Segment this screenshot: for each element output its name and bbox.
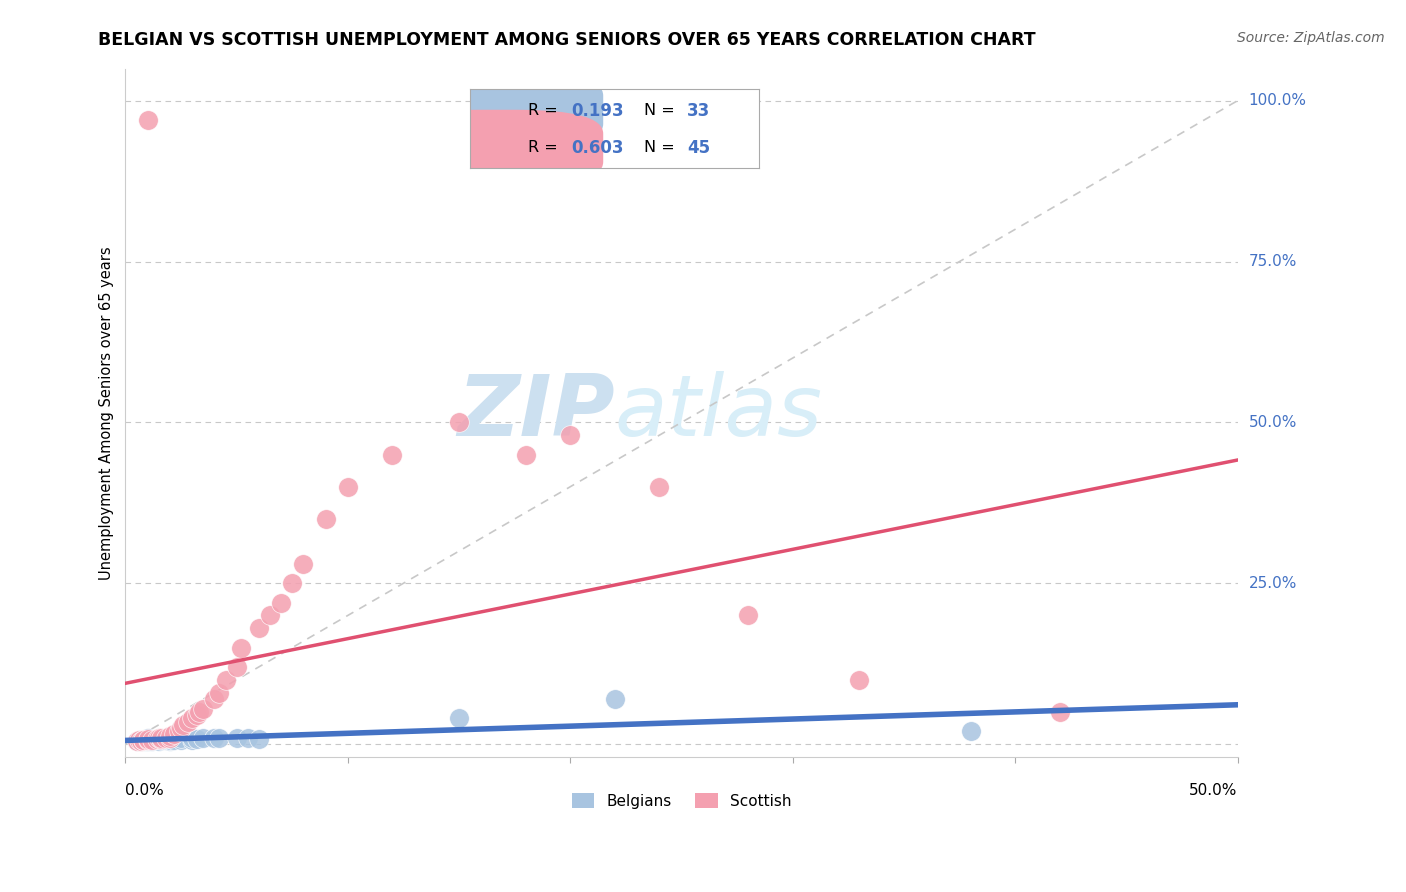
Point — [134, 734, 156, 748]
Point — [270, 595, 292, 609]
Point — [125, 734, 148, 748]
Text: ZIP: ZIP — [457, 371, 614, 454]
Point — [150, 731, 173, 746]
Point — [163, 733, 186, 747]
Point — [181, 711, 204, 725]
Point — [159, 732, 181, 747]
Point — [170, 721, 193, 735]
Point — [155, 731, 177, 746]
Point — [132, 732, 155, 747]
Point — [141, 734, 163, 748]
Point — [159, 731, 181, 745]
Text: 0.0%: 0.0% — [125, 782, 165, 797]
Point — [204, 731, 226, 746]
Point — [560, 428, 582, 442]
Point — [247, 731, 270, 746]
Point — [214, 673, 236, 687]
Point — [136, 732, 159, 747]
Point — [204, 692, 226, 706]
Point — [208, 731, 231, 745]
Text: Source: ZipAtlas.com: Source: ZipAtlas.com — [1237, 31, 1385, 45]
Point — [170, 732, 193, 747]
Point — [247, 621, 270, 635]
Point — [136, 733, 159, 747]
Point — [167, 724, 190, 739]
Point — [187, 705, 209, 719]
Point — [236, 731, 259, 746]
Point — [381, 448, 404, 462]
Point — [128, 733, 150, 747]
Point — [159, 733, 181, 747]
Point — [148, 731, 170, 746]
Point — [136, 731, 159, 746]
Point — [129, 734, 152, 748]
Point — [148, 734, 170, 748]
Point — [132, 733, 155, 747]
Text: 50.0%: 50.0% — [1189, 782, 1237, 797]
Point — [336, 480, 359, 494]
Point — [186, 731, 208, 746]
Y-axis label: Unemployment Among Seniors over 65 years: Unemployment Among Seniors over 65 years — [100, 246, 114, 580]
Point — [229, 640, 252, 655]
Point — [193, 702, 215, 716]
Point — [132, 733, 155, 747]
Point — [225, 660, 247, 674]
Point — [150, 733, 173, 747]
Point — [449, 416, 471, 430]
Point — [172, 718, 194, 732]
Point — [159, 731, 181, 746]
Point — [449, 711, 471, 725]
Point — [737, 608, 759, 623]
Text: 75.0%: 75.0% — [1249, 254, 1296, 269]
Point — [181, 732, 204, 747]
Text: 25.0%: 25.0% — [1249, 575, 1296, 591]
Point — [292, 557, 315, 571]
Point — [225, 731, 247, 745]
Point — [136, 734, 159, 748]
Point — [181, 731, 204, 746]
Point — [145, 731, 167, 746]
Point — [259, 608, 281, 623]
Point — [603, 692, 626, 706]
Point — [159, 730, 181, 744]
Text: BELGIAN VS SCOTTISH UNEMPLOYMENT AMONG SENIORS OVER 65 YEARS CORRELATION CHART: BELGIAN VS SCOTTISH UNEMPLOYMENT AMONG S… — [98, 31, 1036, 49]
Point — [193, 731, 215, 745]
Point — [186, 708, 208, 723]
Point — [170, 731, 193, 745]
Point — [1049, 705, 1071, 719]
Point — [136, 731, 159, 746]
Point — [281, 576, 304, 591]
Point — [136, 733, 159, 747]
Point — [136, 113, 159, 128]
Point — [125, 734, 148, 748]
Point — [315, 512, 337, 526]
Point — [155, 732, 177, 747]
Point — [136, 731, 159, 745]
Text: 50.0%: 50.0% — [1249, 415, 1296, 430]
Point — [143, 733, 166, 747]
Point — [648, 480, 671, 494]
Point — [177, 714, 200, 729]
Point — [163, 727, 186, 741]
Point — [515, 448, 537, 462]
Point — [129, 734, 152, 748]
Point — [959, 724, 981, 739]
Text: atlas: atlas — [614, 371, 823, 454]
Legend: Belgians, Scottish: Belgians, Scottish — [565, 787, 797, 814]
Point — [141, 732, 163, 747]
Point — [208, 685, 231, 699]
Point — [848, 673, 870, 687]
Point — [150, 731, 173, 745]
Point — [159, 734, 181, 748]
Text: 100.0%: 100.0% — [1249, 93, 1306, 108]
